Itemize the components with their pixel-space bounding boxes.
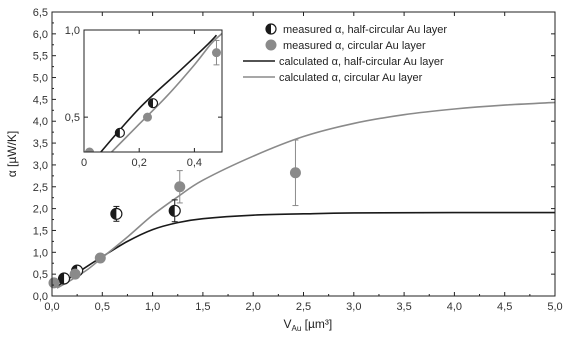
main-x-tick-label: 4,0: [447, 301, 462, 313]
main-y-tick-label: 6,0: [33, 29, 48, 41]
inset-y-tick-label: 0,5: [65, 112, 80, 124]
main-circle-point: [69, 268, 81, 280]
main-series-line: [56, 101, 556, 289]
inset-series-line: [111, 32, 222, 152]
legend-label: calculated α, circular Au layer: [279, 72, 423, 84]
main-x-tick-label: 0,0: [44, 301, 59, 313]
main-x-tick-label: 1,5: [195, 301, 210, 313]
y-axis-label: α [µW/K]: [5, 131, 19, 178]
main-circle-point: [48, 277, 60, 289]
inset-half-circle-point: [147, 98, 159, 109]
inset-x-tick-label: 0,4: [187, 157, 202, 169]
legend-half-circle-icon: [265, 23, 277, 35]
main-y-tick-label: 5,5: [33, 51, 48, 63]
main-half-circle-point: [57, 272, 71, 285]
inset-series-group: [85, 32, 222, 152]
inset-y-tick-label: 1,0: [65, 25, 80, 37]
inset-half-circle-point: [114, 127, 125, 138]
main-x-tick-label: 3,5: [396, 301, 411, 313]
main-x-tick-label: 2,0: [246, 301, 261, 313]
inset-x-tick-label: 0,2: [132, 157, 147, 169]
main-y-tick-label: 6,5: [33, 7, 48, 19]
x-axis-label-base: V: [284, 317, 292, 331]
main-y-tick-label: 3,5: [33, 138, 48, 150]
main-circle-point: [94, 252, 106, 264]
main-x-tick-label: 3,0: [346, 301, 361, 313]
legend-circle-icon: [265, 39, 277, 51]
main-y-tick-label: 4,5: [33, 94, 48, 106]
legend-label: measured α, half-circular Au layer: [283, 24, 447, 36]
main-half-circle-point: [110, 207, 123, 220]
main-half-circle-point-fill: [58, 273, 65, 285]
main-y-tick-label: 5,0: [33, 73, 48, 85]
legend-label: measured α, circular Au layer: [283, 40, 426, 52]
inset-plot: 0 0,2 0,4 0,5 1,0: [65, 25, 223, 169]
inset-background: [84, 30, 222, 152]
inset-series-line: [99, 34, 218, 152]
main-x-tick-label: 2,5: [296, 301, 311, 313]
inset-frame: [83, 29, 223, 153]
main-x-tick-label: 5,0: [547, 301, 562, 313]
inset-half-circle-point-fill: [148, 98, 153, 108]
inset-circle-point: [211, 48, 221, 58]
main-y-tick-label: 4,0: [33, 116, 48, 128]
main-x-tick-label: 4,5: [497, 301, 512, 313]
inset-x-tick-label: 0: [81, 157, 87, 169]
inset-half-circle-point-fill: [115, 128, 120, 138]
main-series-line: [56, 211, 556, 288]
main-y-tick-label: 2,5: [33, 182, 48, 194]
x-axis-label-sub: Au: [292, 324, 302, 333]
legend: measured α, half-circular Au layer measur…: [243, 23, 447, 84]
main-x-tick-label: 1,0: [145, 301, 160, 313]
legend-label: calculated α, half-circular Au layer: [279, 56, 444, 68]
main-y-tick-label: 3,0: [33, 160, 48, 172]
main-y-tick-label: 0,0: [33, 291, 48, 303]
main-circle-point: [289, 167, 301, 179]
main-y-tick-label: 2,0: [33, 204, 48, 216]
main-plot: 0,0 0,5 1,0 1,5 2,0 2,5 3,0 3,5 4,0 4,5 5,0 0,0 0,5 1…: [33, 7, 563, 313]
inset-circle-point: [142, 112, 152, 122]
main-half-circle-point-fill: [169, 205, 175, 217]
main-x-tick-label: 0,5: [95, 301, 110, 313]
main-y-tick-label: 1,5: [33, 225, 48, 237]
main-y-tick-label: 1,0: [33, 247, 48, 259]
main-y-tick-label: 0,5: [33, 269, 48, 281]
main-half-circle-point-fill: [110, 208, 117, 220]
x-axis-label: VAu [µm³]: [284, 317, 333, 333]
legend-half-circle-icon-fill: [266, 24, 271, 34]
inset-circle-point: [85, 147, 95, 152]
main-circle-point: [174, 181, 186, 193]
x-axis-label-unit: [µm³]: [301, 317, 332, 331]
main-half-circle-point: [168, 204, 181, 217]
